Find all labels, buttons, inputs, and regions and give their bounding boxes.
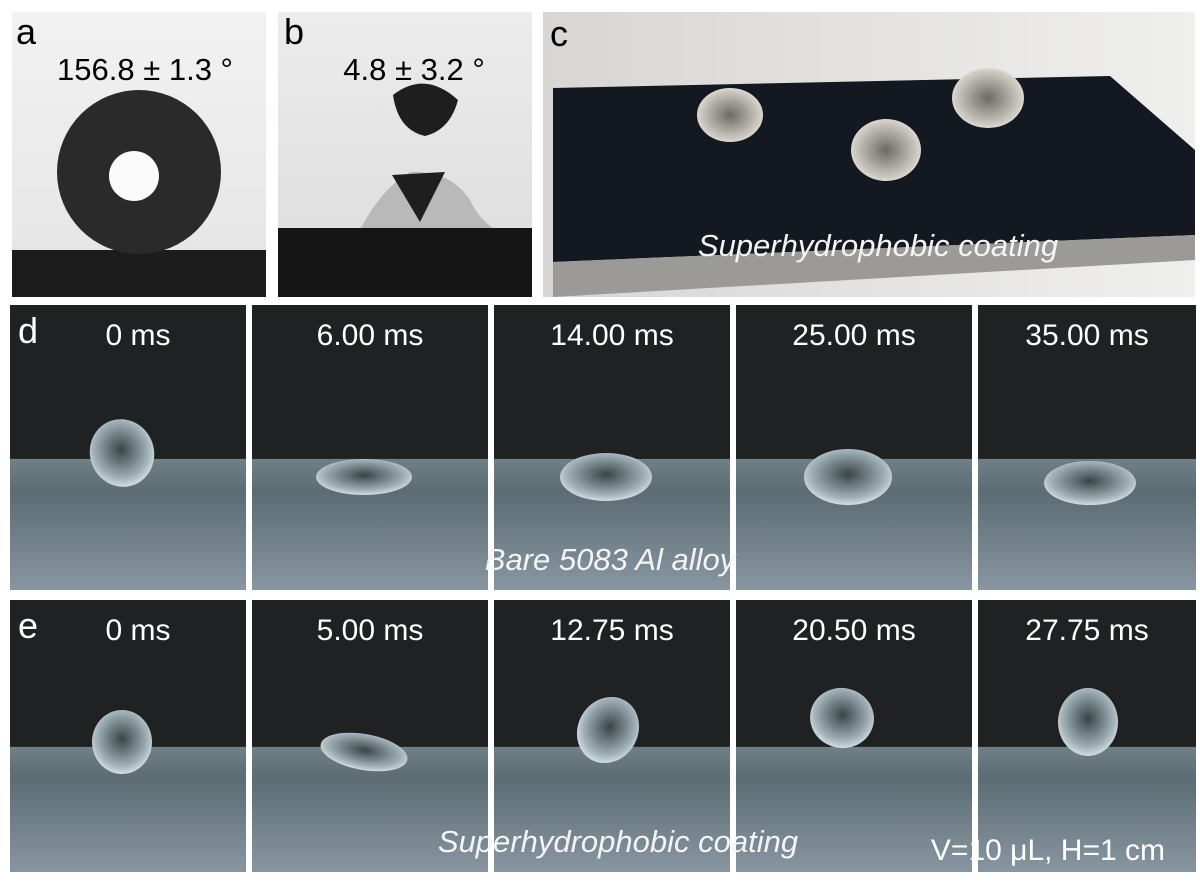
- time-label: 25.00 ms: [792, 319, 915, 352]
- figure: a 156.8 ± 1.3 ° b 4.8 ± 3.2 ° c Superhyd…: [0, 0, 1200, 881]
- contact-angle: 156.8 ± 1.3 °: [57, 52, 233, 87]
- frame: 25.00 ms: [736, 305, 972, 590]
- panel-a: a 156.8 ± 1.3 °: [12, 11, 266, 297]
- frame: 0 ms: [10, 600, 246, 872]
- panel-b: b 4.8 ± 3.2 °: [278, 11, 532, 297]
- image-row: 0 ms 5.00 ms 12.75 ms 20.50 ms 27.75 ms e Supe…: [10, 600, 1196, 872]
- image-row: 0 ms 6.00 ms 14.00 ms 25.00 ms 35.00 ms d Bare…: [10, 305, 1196, 590]
- caption: Superhydrophobic coating: [698, 228, 1058, 263]
- panel-label: c: [550, 13, 568, 54]
- frame: 35.00 ms: [978, 305, 1196, 590]
- contact-angle: 4.8 ± 3.2 °: [343, 52, 484, 87]
- time-label: 0 ms: [105, 319, 170, 352]
- time-label: 5.00 ms: [317, 614, 424, 647]
- panel-label: d: [18, 310, 38, 351]
- time-label: 20.50 ms: [792, 614, 915, 647]
- time-label: 6.00 ms: [317, 319, 424, 352]
- time-label: 35.00 ms: [1025, 319, 1148, 352]
- droplet: [92, 710, 152, 774]
- frame: 0 ms: [10, 305, 246, 590]
- droplet: [560, 453, 652, 501]
- panel-label: e: [18, 605, 38, 646]
- caption: Superhydrophobic coating: [438, 824, 798, 859]
- note: V=10 μL, H=1 cm: [931, 834, 1165, 867]
- droplet: [1044, 461, 1136, 505]
- time-label: 27.75 ms: [1025, 614, 1148, 647]
- droplet: [1058, 688, 1118, 756]
- frame: 27.75 ms: [978, 600, 1196, 872]
- panel-label: a: [16, 11, 37, 52]
- caption: Bare 5083 Al alloy: [485, 542, 738, 577]
- time-label: 12.75 ms: [550, 614, 673, 647]
- frame: 6.00 ms: [252, 305, 488, 590]
- image-rows: 0 ms 6.00 ms 14.00 ms 25.00 ms 35.00 ms d Bare…: [10, 305, 1196, 872]
- panel-label: b: [284, 11, 304, 52]
- droplet: [804, 449, 892, 505]
- time-label: 0 ms: [105, 614, 170, 647]
- droplet: [316, 459, 412, 495]
- time-label: 14.00 ms: [550, 319, 673, 352]
- panel-c: c Superhydrophobic coating: [543, 12, 1195, 297]
